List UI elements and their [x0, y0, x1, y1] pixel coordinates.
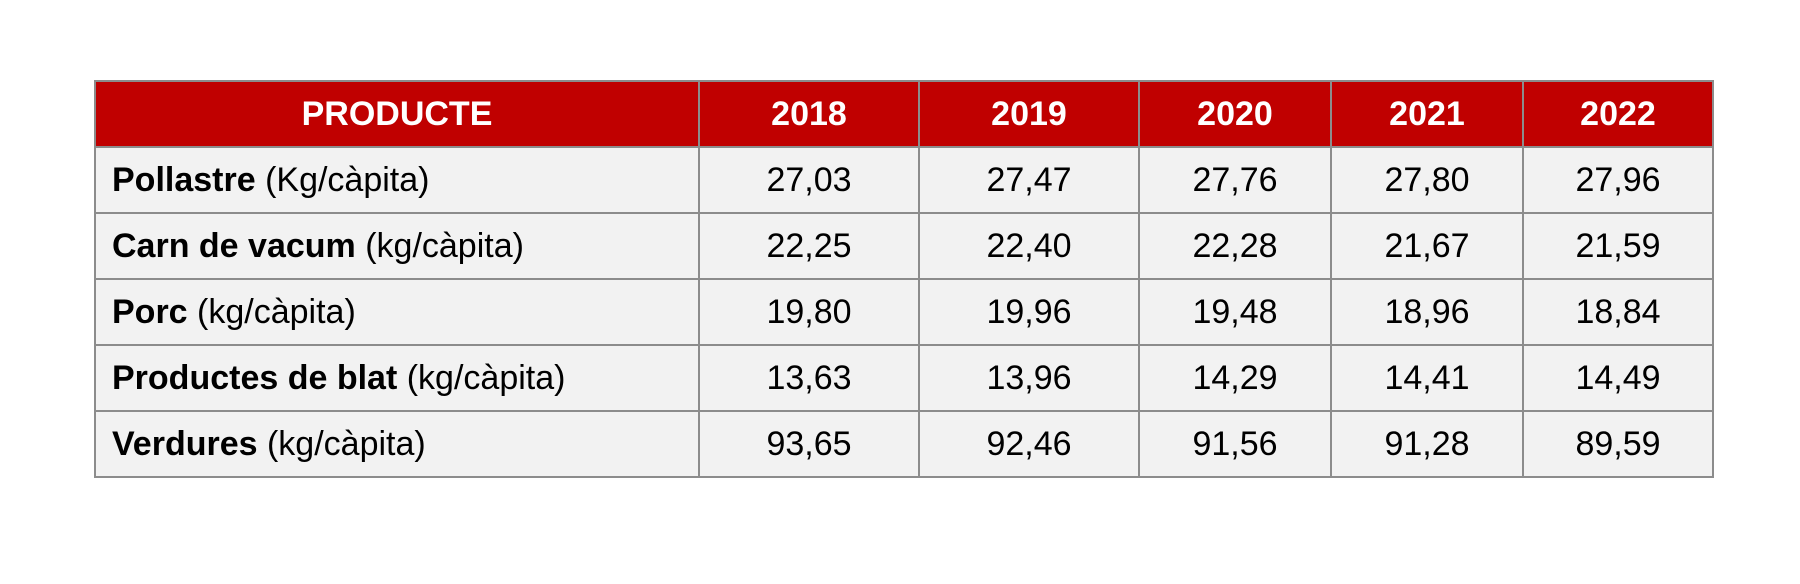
- column-header-product: PRODUCTE: [94, 80, 700, 148]
- value-cell: 19,48: [1138, 278, 1332, 346]
- value-cell: 27,47: [918, 146, 1140, 214]
- product-name: Porc: [112, 292, 188, 331]
- value-cell: 22,40: [918, 212, 1140, 280]
- column-header-year: 2018: [698, 80, 920, 148]
- product-cell: Productes de blat (kg/càpita): [94, 344, 700, 412]
- product-cell: Pollastre (Kg/càpita): [94, 146, 700, 214]
- column-header-year: 2022: [1522, 80, 1714, 148]
- product-name: Pollastre: [112, 160, 256, 199]
- value-cell: 21,59: [1522, 212, 1714, 280]
- value-cell: 27,03: [698, 146, 920, 214]
- value-cell: 14,29: [1138, 344, 1332, 412]
- value-cell: 13,96: [918, 344, 1140, 412]
- product-unit: (Kg/càpita): [265, 160, 430, 199]
- product-unit: (kg/càpita): [266, 424, 426, 463]
- table-row: Productes de blat (kg/càpita) 13,63 13,9…: [94, 344, 1714, 412]
- value-cell: 21,67: [1330, 212, 1524, 280]
- column-header-year: 2020: [1138, 80, 1332, 148]
- value-cell: 19,96: [918, 278, 1140, 346]
- product-name: Productes de blat: [112, 358, 398, 397]
- value-cell: 19,80: [698, 278, 920, 346]
- value-cell: 18,84: [1522, 278, 1714, 346]
- value-cell: 14,49: [1522, 344, 1714, 412]
- product-cell: Verdures (kg/càpita): [94, 410, 700, 478]
- product-cell: Porc (kg/càpita): [94, 278, 700, 346]
- consumption-table: PRODUCTE 2018 2019 2020 2021 2022 Pollas…: [94, 80, 1714, 478]
- table-row: Carn de vacum (kg/càpita) 22,25 22,40 22…: [94, 212, 1714, 280]
- value-cell: 92,46: [918, 410, 1140, 478]
- value-cell: 22,28: [1138, 212, 1332, 280]
- consumption-table-container: PRODUCTE 2018 2019 2020 2021 2022 Pollas…: [94, 80, 1714, 478]
- table-row: Verdures (kg/càpita) 93,65 92,46 91,56 9…: [94, 410, 1714, 478]
- product-name: Verdures: [112, 424, 258, 463]
- value-cell: 27,76: [1138, 146, 1332, 214]
- product-unit: (kg/càpita): [365, 226, 524, 265]
- table-row: Pollastre (Kg/càpita) 27,03 27,47 27,76 …: [94, 146, 1714, 214]
- value-cell: 27,80: [1330, 146, 1524, 214]
- value-cell: 93,65: [698, 410, 920, 478]
- product-cell: Carn de vacum (kg/càpita): [94, 212, 700, 280]
- product-unit: (kg/càpita): [197, 292, 356, 331]
- value-cell: 27,96: [1522, 146, 1714, 214]
- value-cell: 14,41: [1330, 344, 1524, 412]
- value-cell: 91,28: [1330, 410, 1524, 478]
- column-header-year: 2021: [1330, 80, 1524, 148]
- value-cell: 13,63: [698, 344, 920, 412]
- value-cell: 91,56: [1138, 410, 1332, 478]
- table-header-row: PRODUCTE 2018 2019 2020 2021 2022: [94, 80, 1714, 148]
- value-cell: 18,96: [1330, 278, 1524, 346]
- value-cell: 22,25: [698, 212, 920, 280]
- product-name: Carn de vacum: [112, 226, 356, 265]
- product-unit: (kg/càpita): [406, 358, 566, 397]
- value-cell: 89,59: [1522, 410, 1714, 478]
- table-row: Porc (kg/càpita) 19,80 19,96 19,48 18,96…: [94, 278, 1714, 346]
- column-header-year: 2019: [918, 80, 1140, 148]
